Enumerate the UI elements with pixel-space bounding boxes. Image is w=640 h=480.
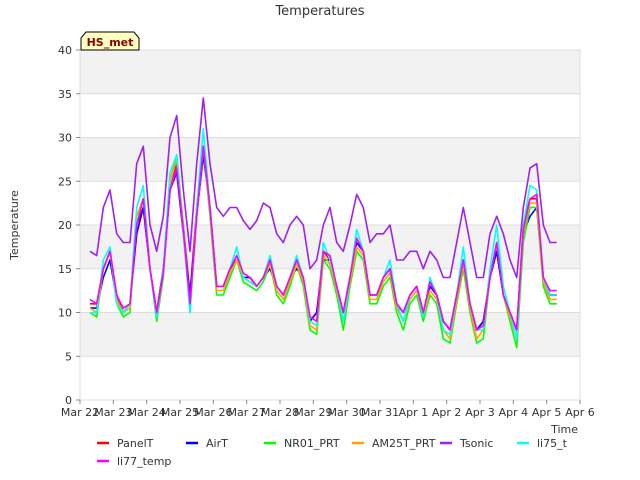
y-tick-label: 25 — [58, 175, 72, 188]
legend-label: PanelT — [117, 437, 154, 450]
legend-item: NR01_PRT — [264, 437, 340, 450]
grid-band — [80, 137, 580, 182]
legend-item: AirT — [186, 437, 228, 450]
x-tick-label: Mar 24 — [128, 406, 166, 419]
legend-item: Tsonic — [440, 437, 493, 450]
legend: PanelT AirT NR01_PRT AM25T_PRT Tsonic li75_tl… — [97, 437, 568, 468]
grid-band — [80, 50, 580, 94]
y-tick-label: 20 — [58, 219, 72, 232]
y-tick-label: 40 — [58, 44, 72, 57]
x-tick-label: Mar 31 — [361, 406, 399, 419]
y-tick-label: 35 — [58, 88, 72, 101]
legend-label: AirT — [206, 437, 228, 450]
x-tick-label: Mar 29 — [294, 406, 332, 419]
x-tick-label: Apr 6 — [565, 406, 595, 419]
x-axis-label: Time — [550, 423, 578, 436]
legend-label: Tsonic — [459, 437, 493, 450]
legend-label: AM25T_PRT — [372, 437, 436, 450]
x-tick-label: Apr 1 — [399, 406, 429, 419]
x-tick-label: Apr 4 — [499, 406, 529, 419]
x-tick-label: Mar 22 — [61, 406, 99, 419]
series-layer — [89, 97, 557, 349]
hs-met-badge: HS_met — [80, 31, 140, 51]
chart-title: Temperatures — [274, 4, 364, 19]
x-tick-label: Mar 27 — [228, 406, 266, 419]
x-tick-label: Mar 30 — [328, 406, 366, 419]
x-tick-label: Mar 28 — [261, 406, 299, 419]
x-tick-label: Apr 2 — [432, 406, 462, 419]
x-tick-label: Apr 3 — [465, 406, 495, 419]
y-tick-label: 10 — [58, 307, 72, 320]
legend-item: li77_temp — [97, 455, 171, 468]
y-tick-label: 5 — [65, 350, 72, 363]
hs-met-badge-label: HS_met — [87, 36, 134, 49]
grid-band — [80, 312, 580, 357]
x-tick-label: Mar 26 — [194, 406, 232, 419]
legend-item: AM25T_PRT — [352, 437, 436, 450]
x-tick-label: Apr 5 — [532, 406, 562, 419]
y-tick-label: 30 — [58, 132, 72, 145]
legend-label: NR01_PRT — [284, 437, 340, 450]
y-axis-ticks: 0 5 10 15 20 25 30 35 40 — [58, 44, 80, 407]
legend-item: li75_t — [517, 437, 568, 450]
x-tick-label: Mar 25 — [161, 406, 199, 419]
legend-label: li77_temp — [117, 455, 171, 468]
legend-label: li75_t — [537, 437, 568, 450]
legend-item: PanelT — [97, 437, 154, 450]
x-tick-label: Mar 23 — [94, 406, 132, 419]
y-axis-label: Temperature — [8, 190, 21, 261]
y-tick-label: 0 — [65, 394, 72, 407]
series-line-li77-temp — [89, 145, 557, 331]
series-line-li75-t — [90, 128, 557, 340]
series-line-tsonic — [89, 97, 557, 279]
y-tick-label: 15 — [58, 263, 72, 276]
